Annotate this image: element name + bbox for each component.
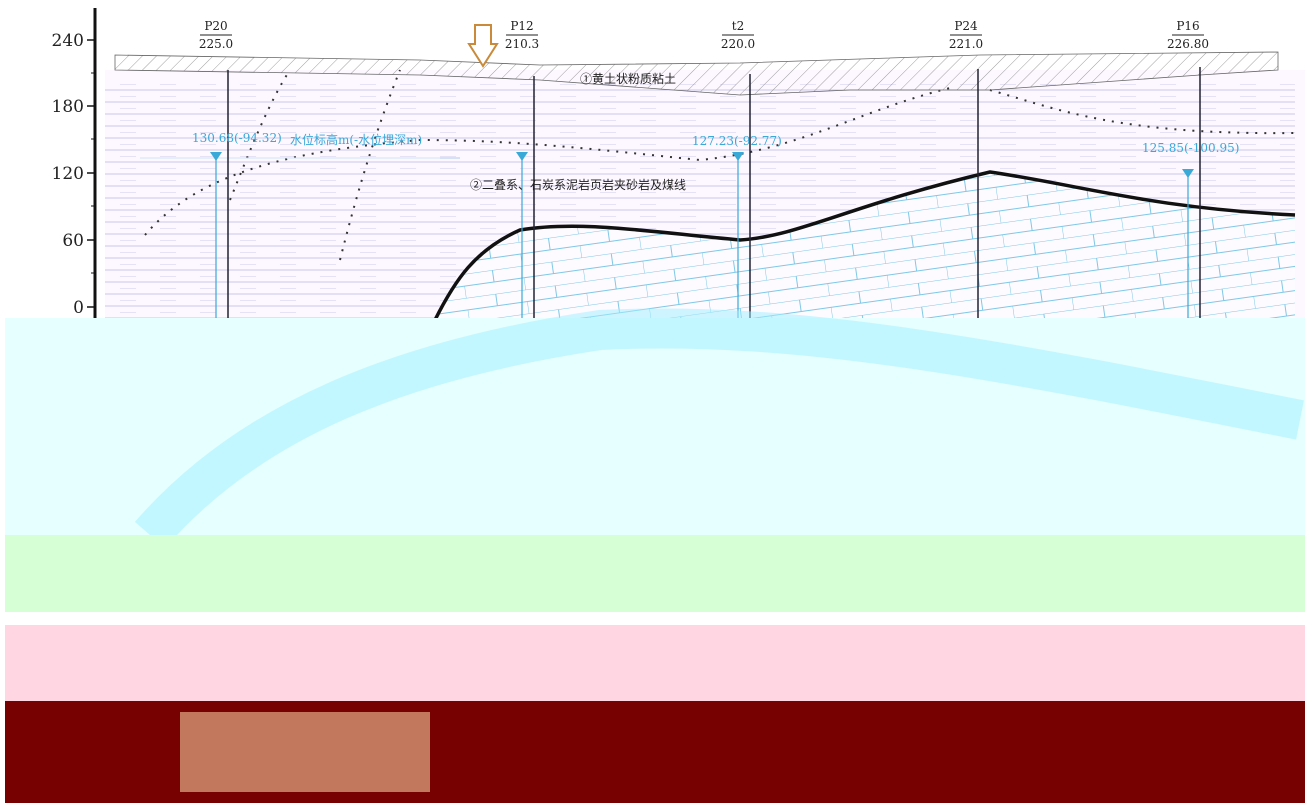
limestone-layer <box>435 172 1295 320</box>
water-marker <box>516 152 528 161</box>
dotted-curve <box>989 89 1296 135</box>
legend-label: 水位标高m(-水位埋深m) <box>290 132 422 147</box>
borehole-name: P12 <box>510 19 533 33</box>
y-tick-label: 120 <box>52 164 84 184</box>
water-marker <box>732 152 744 161</box>
borehole-elevation: 221.0 <box>949 37 983 51</box>
borehole-name: P20 <box>204 19 227 33</box>
artifact-pattern <box>134 308 1304 549</box>
y-tick-label: 240 <box>52 31 84 51</box>
borehole-elevation: 225.0 <box>199 37 233 51</box>
borehole-elevation: 226.80 <box>1167 37 1209 51</box>
water-level-label: 130.68(-94.32) <box>192 131 282 145</box>
artifact-band <box>5 535 1305 612</box>
borehole-name: P16 <box>1176 19 1199 33</box>
infiltration-arrow <box>467 24 499 68</box>
artifact-band <box>5 318 1305 535</box>
water-marker <box>1182 169 1194 178</box>
y-tick-label: 0 <box>73 298 84 318</box>
water-level-label: 127.23(-92.77) <box>692 134 782 148</box>
layer-label: ②二叠系、石炭系泥岩页岩夹砂岩及煤线 <box>470 177 686 192</box>
borehole-elevation: 220.0 <box>721 37 755 51</box>
y-tick-label: 60 <box>62 231 84 251</box>
borehole-name: t2 <box>732 19 744 33</box>
y-tick-label: 180 <box>52 97 84 117</box>
borehole-elevation: 210.3 <box>505 37 539 51</box>
water-marker <box>210 152 222 161</box>
borehole-name: P24 <box>954 19 978 33</box>
layer-label: ①黄土状粉质粘土 <box>580 71 676 86</box>
artifact-block <box>180 712 430 792</box>
artifact-band <box>5 625 1305 701</box>
boundary-line <box>433 170 1296 321</box>
water-level-label: 125.85(-100.95) <box>1142 141 1239 155</box>
